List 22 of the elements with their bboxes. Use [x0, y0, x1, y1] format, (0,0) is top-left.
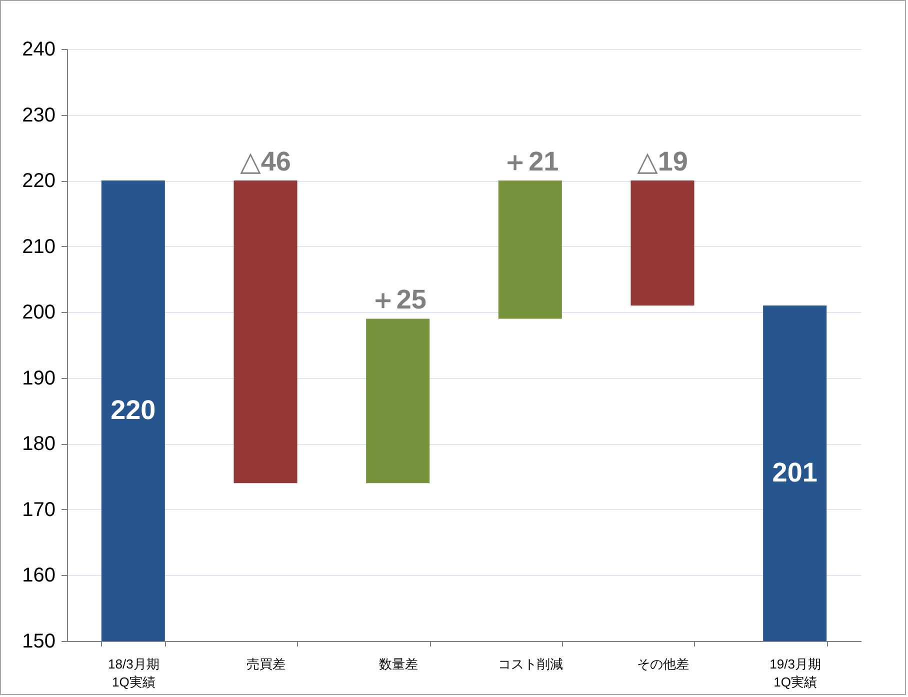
x-tick-label: コスト削減 [498, 656, 564, 672]
x-tick-label: 数量差 [378, 656, 418, 672]
y-tick-label: 150 [22, 630, 56, 652]
y-tick-label: 190 [22, 367, 56, 390]
data-label: 201 [772, 457, 818, 488]
x-tick-label: その他差 [637, 656, 689, 672]
y-tick-label: 170 [22, 498, 56, 521]
data-label: ＋25 [369, 284, 426, 315]
y-tick-label: 180 [22, 433, 56, 456]
x-tick-label: 売買差 [246, 656, 286, 672]
x-tick-label: 18/3月期 1Q実績 [108, 656, 160, 690]
x-tick-label: 19/3月期 1Q実績 [770, 656, 821, 690]
y-tick-label: 220 [22, 170, 56, 192]
y-tick-label: 210 [22, 236, 56, 258]
y-tick-label: 200 [22, 302, 56, 324]
data-label: 220 [110, 394, 156, 425]
data-label: ＋21 [502, 146, 559, 177]
data-label: △19 [637, 146, 688, 177]
data-label: △46 [240, 146, 291, 177]
y-tick-label: 160 [22, 564, 56, 587]
y-tick-label: 240 [22, 38, 56, 60]
y-tick-label: 230 [22, 104, 56, 126]
